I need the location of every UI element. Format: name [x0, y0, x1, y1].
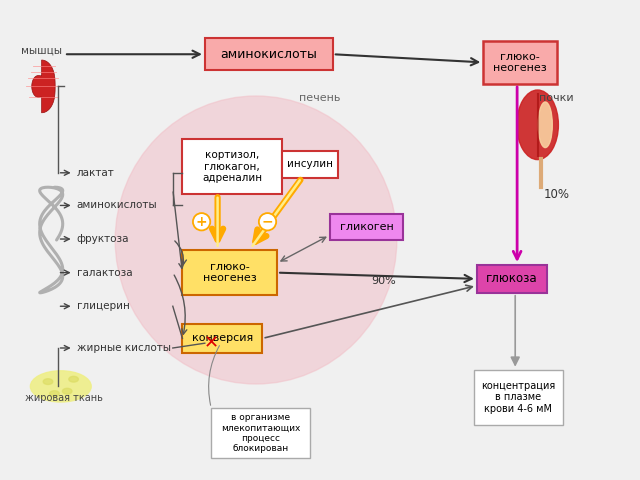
Text: мышцы: мышцы	[21, 46, 62, 55]
Text: ✕: ✕	[204, 334, 219, 352]
Text: глюкоза: глюкоза	[486, 272, 538, 286]
Text: −: −	[262, 215, 273, 229]
Text: 10%: 10%	[544, 188, 570, 201]
FancyBboxPatch shape	[474, 370, 563, 425]
Text: глюко-
неогенез: глюко- неогенез	[493, 51, 547, 73]
Ellipse shape	[115, 96, 397, 384]
FancyBboxPatch shape	[182, 324, 262, 353]
Text: аминокислоты: аминокислоты	[220, 48, 317, 60]
Ellipse shape	[63, 388, 72, 394]
Text: галактоза: галактоза	[77, 268, 132, 277]
Text: фруктоза: фруктоза	[77, 234, 129, 244]
FancyBboxPatch shape	[182, 139, 282, 194]
FancyBboxPatch shape	[182, 250, 277, 295]
FancyBboxPatch shape	[205, 38, 333, 70]
Text: гликоген: гликоген	[340, 222, 393, 232]
Text: концентрация
в плазме
крови 4-6 мМ: концентрация в плазме крови 4-6 мМ	[481, 381, 556, 414]
Text: инсулин: инсулин	[287, 159, 333, 169]
Ellipse shape	[31, 371, 91, 402]
Ellipse shape	[538, 102, 552, 148]
Text: почки: почки	[540, 94, 574, 103]
FancyBboxPatch shape	[330, 214, 403, 240]
Text: кортизол,
глюкагон,
адреналин: кортизол, глюкагон, адреналин	[202, 150, 262, 183]
Text: печень: печень	[300, 94, 340, 103]
Polygon shape	[32, 60, 55, 113]
Ellipse shape	[50, 391, 60, 396]
FancyBboxPatch shape	[282, 151, 338, 178]
Ellipse shape	[44, 379, 52, 384]
FancyBboxPatch shape	[477, 265, 547, 293]
Text: +: +	[196, 215, 207, 229]
Text: жирные кислоты: жирные кислоты	[77, 343, 171, 353]
Text: глицерин: глицерин	[77, 301, 130, 311]
Ellipse shape	[69, 376, 79, 382]
Text: жировая ткань: жировая ткань	[25, 394, 103, 403]
Ellipse shape	[517, 90, 558, 159]
Text: аминокислоты: аминокислоты	[77, 201, 157, 210]
Text: лактат: лактат	[77, 168, 115, 178]
Text: глюко-
неогенез: глюко- неогенез	[203, 262, 257, 283]
Text: конверсия: конверсия	[192, 334, 253, 343]
Text: 90%: 90%	[372, 276, 396, 286]
Text: в организме
млекопитающих
процесс
блокирован: в организме млекопитающих процесс блокир…	[221, 413, 301, 453]
FancyBboxPatch shape	[483, 41, 557, 84]
FancyBboxPatch shape	[211, 408, 310, 458]
